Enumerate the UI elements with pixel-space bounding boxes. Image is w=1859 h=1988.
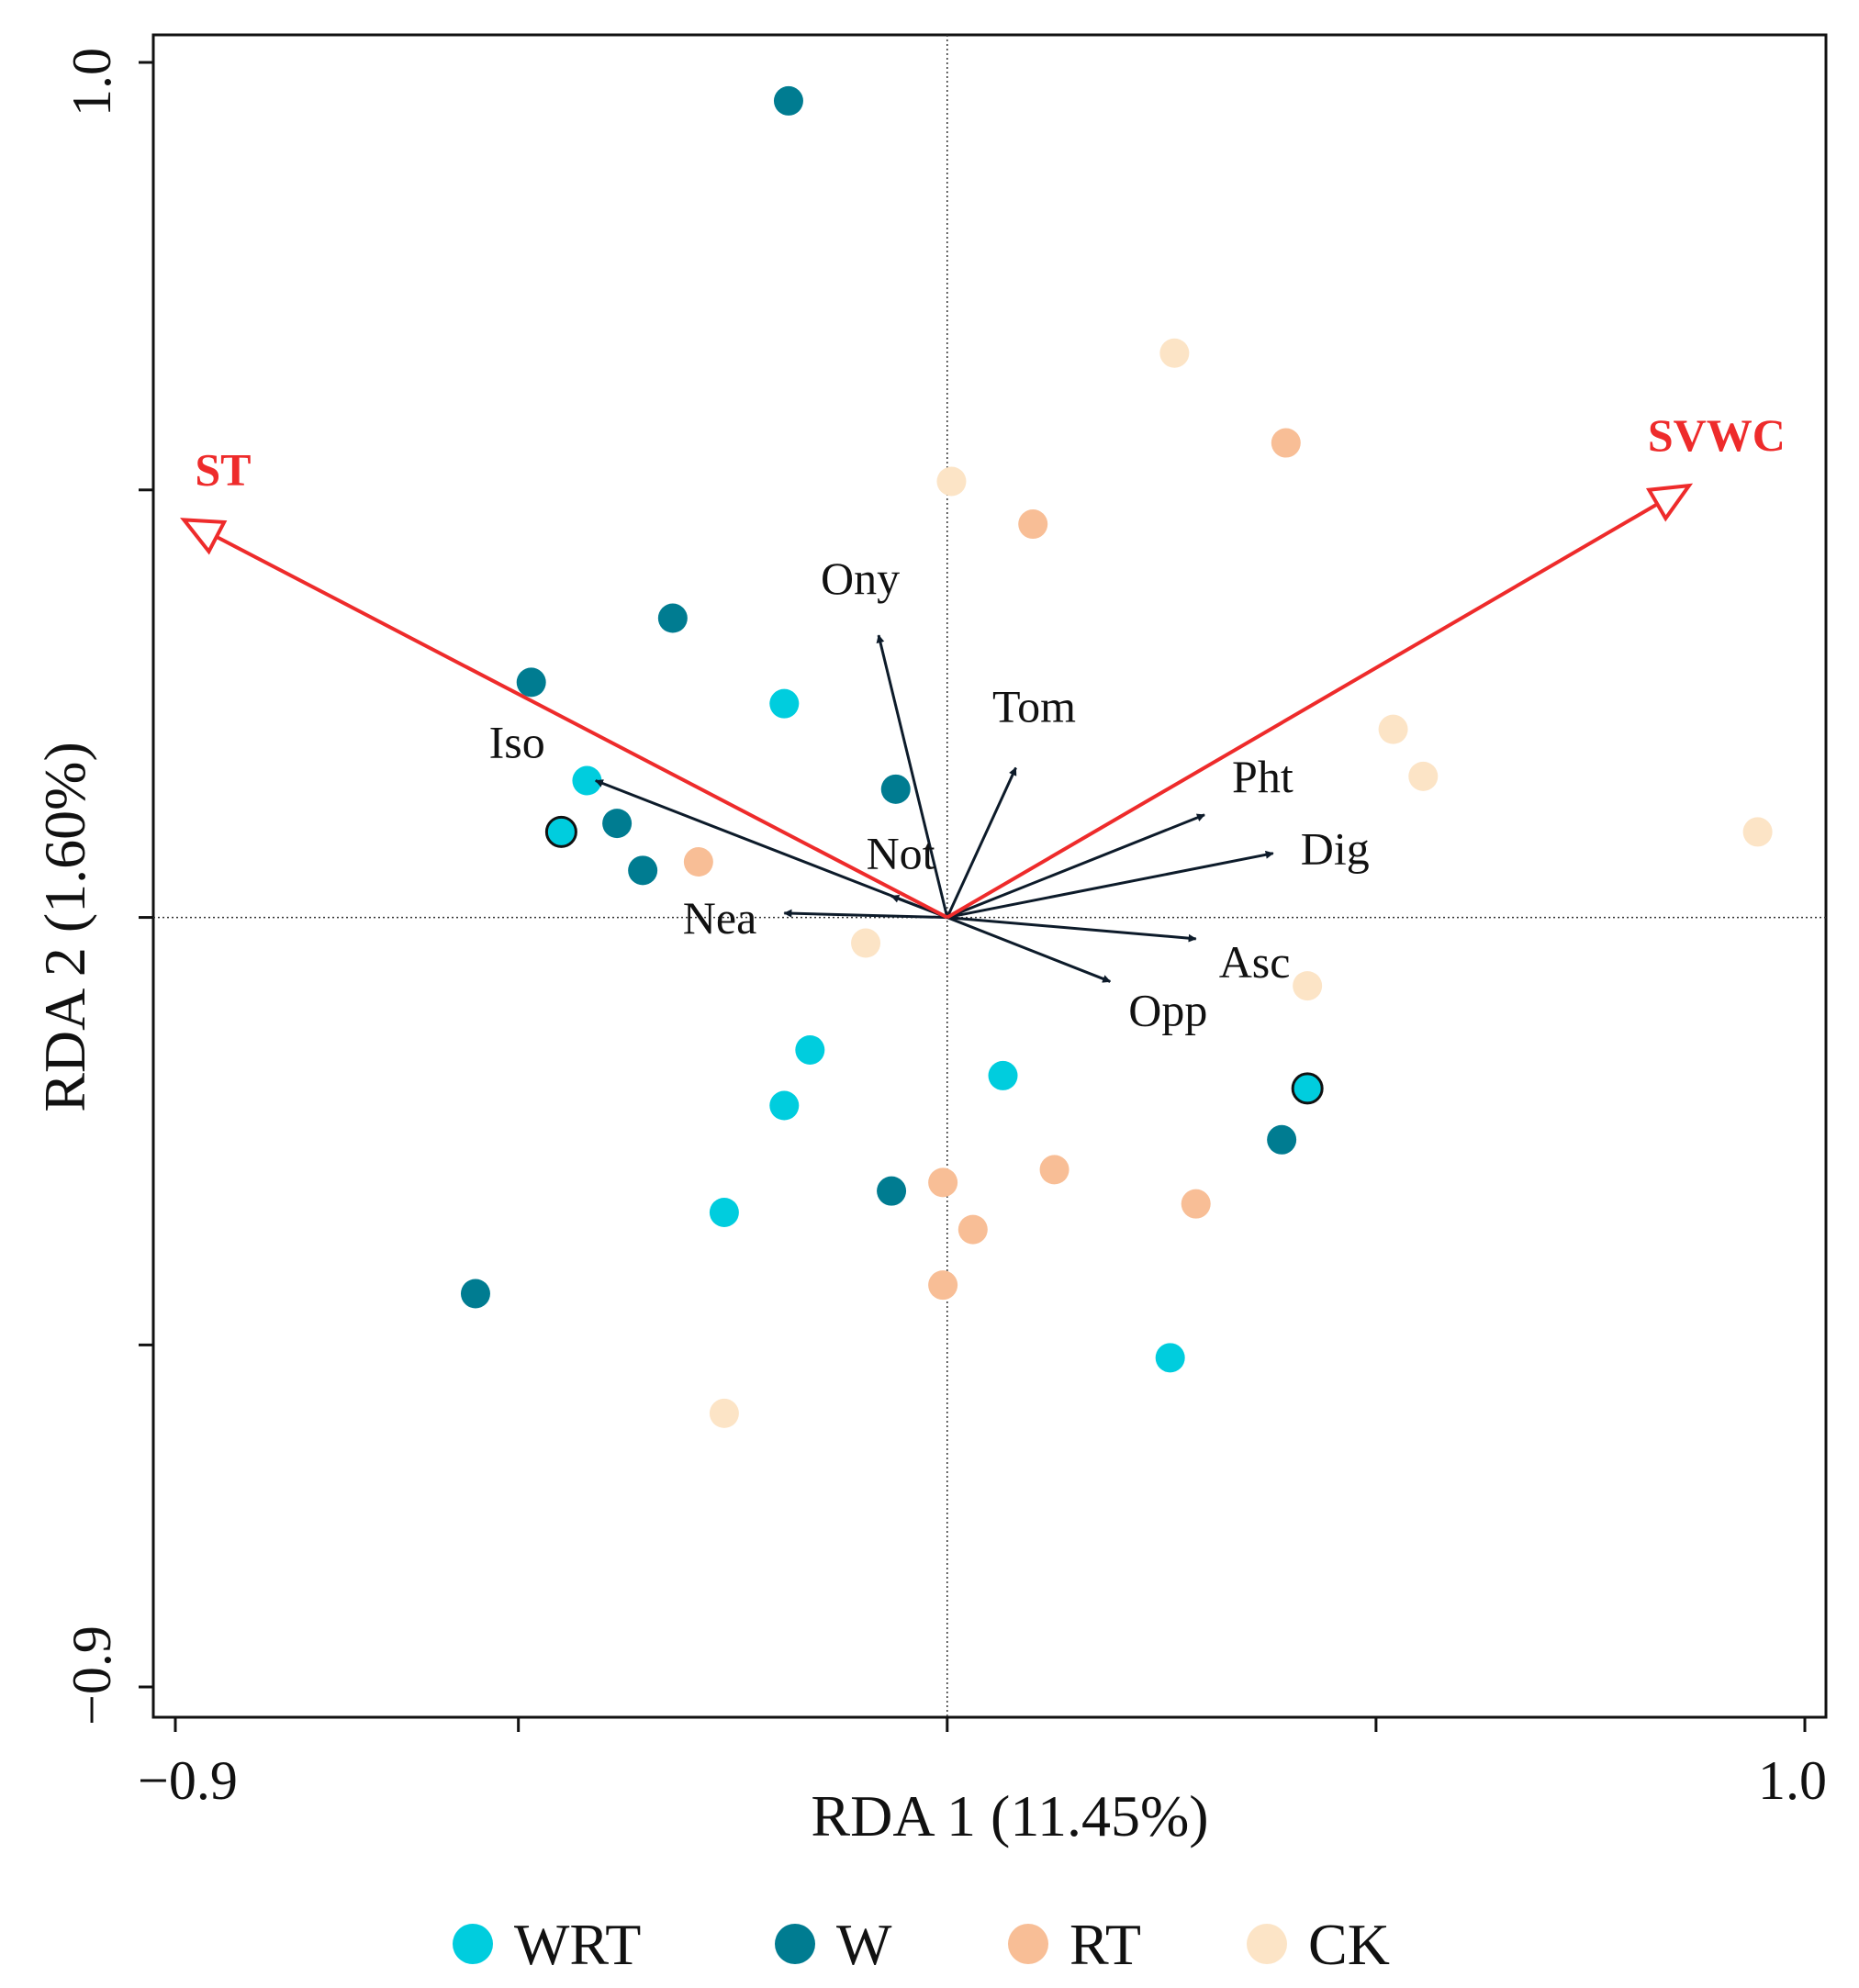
point-rt <box>683 847 713 877</box>
point-rt <box>1018 509 1048 540</box>
env-arrow-st <box>215 535 948 920</box>
point-ck <box>709 1398 739 1428</box>
legend-label-ck: CK <box>1308 1912 1390 1977</box>
legend: WRT W RT CK <box>453 1912 1390 1977</box>
y-axis-title: RDA 2 (1.60%) <box>32 742 97 1112</box>
species-arrow-asc <box>946 916 1197 943</box>
y-tick-label-max: 1.0 <box>62 48 122 117</box>
point-w <box>773 85 803 116</box>
species-arrow-nea <box>783 909 947 920</box>
point-rt <box>1181 1189 1211 1219</box>
point-ck <box>1293 971 1323 1001</box>
species-arrow-dig <box>946 850 1274 920</box>
point-ck <box>1742 817 1773 847</box>
legend-swatch-rt <box>1008 1924 1048 1964</box>
point-wrt <box>1155 1343 1185 1373</box>
point-ck <box>851 928 881 958</box>
env-arrowhead-svwc <box>1645 483 1694 522</box>
legend-swatch-wrt <box>453 1924 493 1964</box>
point-wrt <box>1291 1072 1324 1105</box>
point-w <box>628 855 658 886</box>
species-arrow-tom <box>946 766 1017 919</box>
point-rt <box>1271 428 1301 458</box>
species-label-pht: Pht <box>1232 751 1293 802</box>
legend-swatch-ck <box>1247 1924 1287 1964</box>
point-wrt <box>988 1060 1018 1090</box>
point-wrt <box>709 1197 739 1227</box>
env-arrowhead-st <box>180 518 228 555</box>
env-label-st: ST <box>195 443 251 495</box>
sample-points <box>460 85 1773 1428</box>
y-tick-label-min: −0.9 <box>62 1625 122 1726</box>
species-label-not: Not <box>867 827 935 878</box>
species-arrow-ony <box>876 634 949 918</box>
point-wrt <box>795 1034 825 1065</box>
legend-label-rt: RT <box>1069 1912 1141 1977</box>
environment-vectors: ST SVWC <box>180 409 1786 920</box>
y-axis-ticks <box>139 61 153 1689</box>
point-ck <box>1378 714 1408 744</box>
species-label-opp: Opp <box>1128 984 1207 1035</box>
x-axis-title: RDA 1 (11.45%) <box>811 1783 1208 1848</box>
species-label-ony: Ony <box>821 553 900 604</box>
species-arrow-opp <box>946 916 1112 983</box>
x-axis-ticks <box>174 1717 1807 1732</box>
species-arrow-pht <box>946 813 1205 919</box>
point-rt <box>957 1214 988 1245</box>
species-label-dig: Dig <box>1301 823 1370 875</box>
point-w <box>1267 1124 1297 1155</box>
point-w <box>877 1176 907 1206</box>
legend-label-wrt: WRT <box>514 1912 641 1977</box>
species-label-nea: Nea <box>683 892 757 944</box>
point-w <box>657 603 688 633</box>
point-wrt <box>769 688 800 719</box>
point-wrt <box>769 1090 800 1121</box>
point-rt <box>1039 1155 1069 1185</box>
legend-swatch-w <box>775 1924 815 1964</box>
plot-frame <box>151 33 1828 1719</box>
legend-label-w: W <box>836 1912 892 1977</box>
point-w <box>460 1279 490 1309</box>
point-w <box>602 809 633 839</box>
point-w <box>880 774 911 804</box>
point-rt <box>928 1167 958 1198</box>
point-ck <box>936 466 967 497</box>
species-label-tom: Tom <box>992 681 1076 732</box>
point-ck <box>1408 761 1439 791</box>
point-ck <box>1159 338 1190 368</box>
species-arrow-iso <box>594 779 948 919</box>
species-label-asc: Asc <box>1219 936 1291 988</box>
env-label-svwc: SVWC <box>1648 409 1786 461</box>
env-arrow-svwc <box>946 502 1659 920</box>
point-wrt <box>544 815 577 848</box>
point-w <box>516 667 546 698</box>
species-label-iso: Iso <box>489 717 545 768</box>
x-tick-label-min: −0.9 <box>138 1750 238 1811</box>
point-rt <box>928 1270 958 1301</box>
point-wrt <box>572 765 602 796</box>
x-tick-label-max: 1.0 <box>1758 1750 1827 1811</box>
